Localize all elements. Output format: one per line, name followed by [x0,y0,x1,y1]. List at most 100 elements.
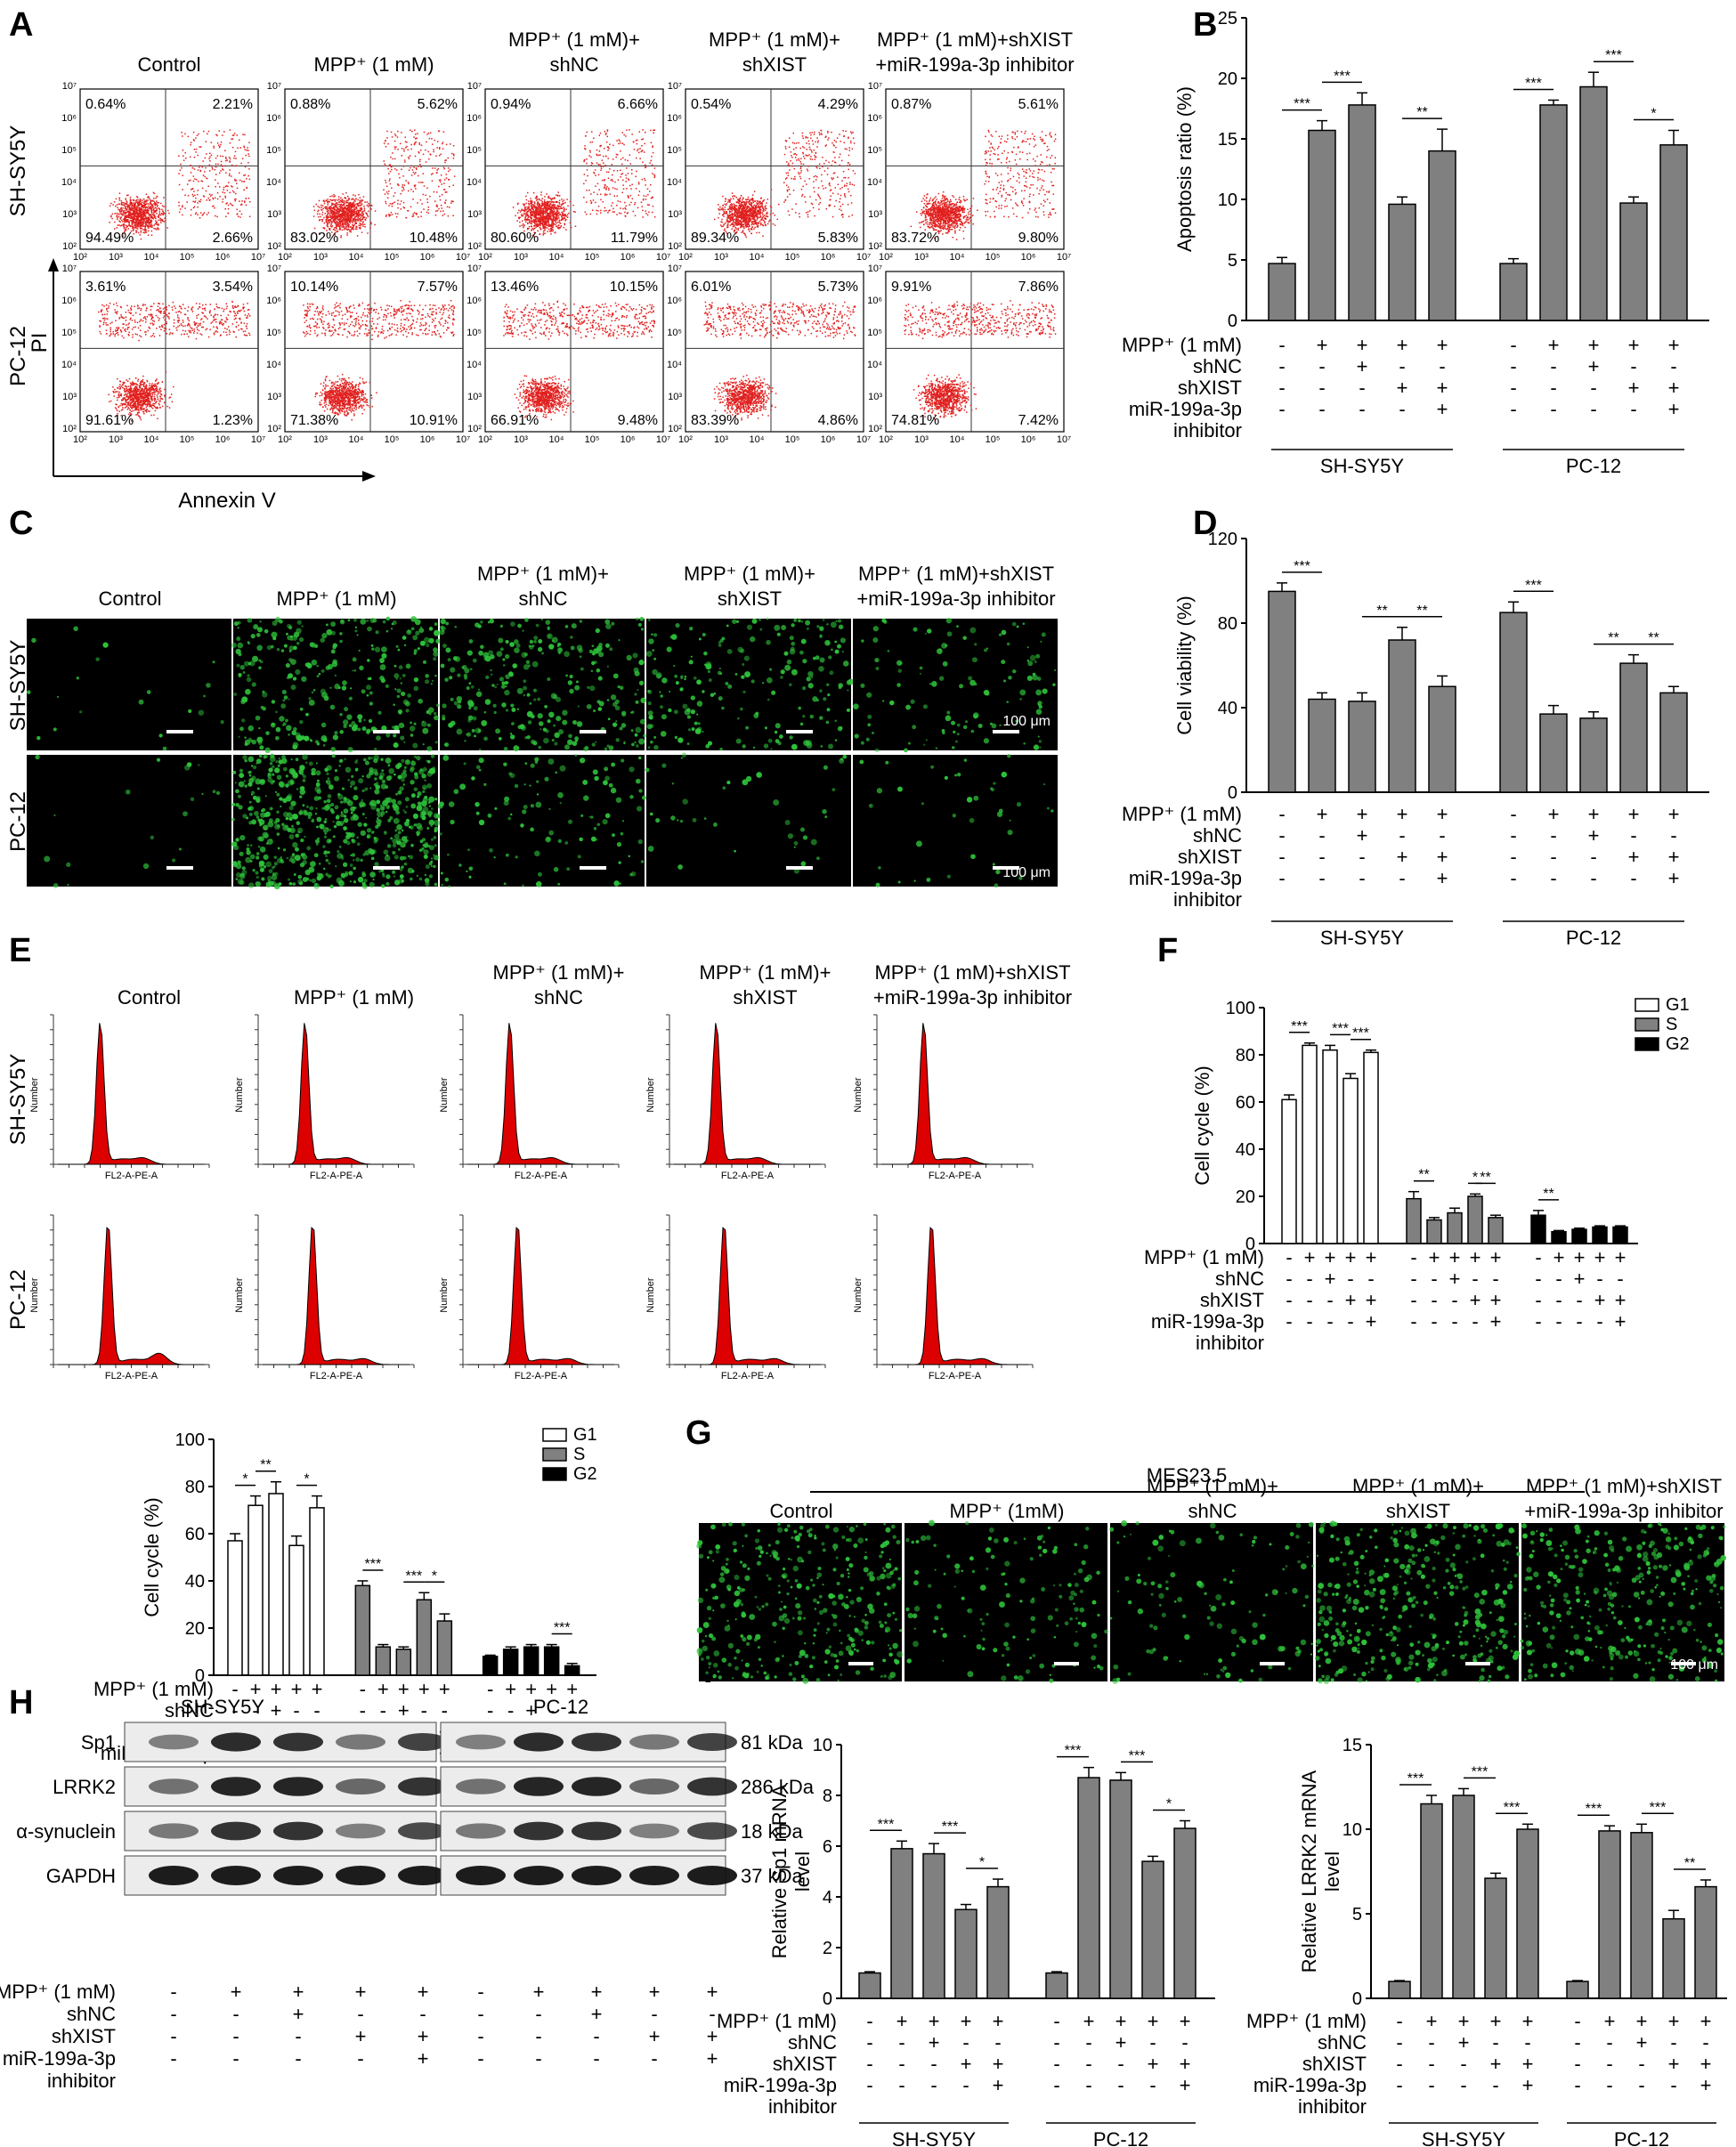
dot [341,322,344,324]
dot [341,198,344,200]
dot [142,204,145,207]
dot [132,212,134,214]
dot [130,410,133,413]
dot [161,381,164,383]
dot [150,201,151,203]
dot [320,208,322,211]
dot [144,231,147,232]
dot [138,201,140,204]
dot [384,163,386,166]
dot [374,302,376,304]
dot [158,390,161,392]
dot [117,386,118,389]
dot [157,390,159,393]
dot [348,407,351,409]
dot [321,323,324,326]
dot [165,313,167,316]
dot [177,321,179,323]
dot [363,205,365,207]
dot [346,393,349,395]
dot [325,314,328,316]
dot [345,400,347,401]
dot [169,396,172,399]
dot [329,390,330,393]
dot [220,314,223,317]
dot [201,312,203,313]
dot [336,225,337,227]
dot [350,390,352,392]
dot [345,322,347,325]
dot [243,322,246,324]
dot [173,305,175,307]
dot [153,405,156,408]
dot [189,331,191,333]
dot [346,208,349,210]
dot [144,403,147,406]
dot [334,401,336,403]
dot [333,218,336,221]
dot [370,307,373,310]
dot [341,396,344,398]
dot [133,215,135,218]
dot [388,215,391,217]
dot [158,388,161,391]
dot [438,207,440,210]
dot [324,213,326,215]
dot [329,329,331,331]
dot [207,197,209,199]
dot [139,208,141,211]
dot [216,328,219,329]
dot [129,389,132,391]
dot [385,309,387,312]
dot [390,305,393,308]
dot [344,404,346,406]
quadrant-value: 0.88% [290,97,330,112]
dot [443,179,446,181]
dot [362,392,364,393]
dot [236,311,239,313]
dot [401,155,403,157]
dot [243,174,245,176]
dot [400,325,402,327]
dot [352,222,354,224]
dot [346,212,349,214]
dot [141,402,143,404]
dot [331,231,333,233]
dot [338,398,340,400]
dot [126,399,128,401]
dot [125,215,127,216]
dot [325,215,328,217]
dot [397,149,399,150]
dot [137,402,140,404]
dot [354,396,357,398]
dot [371,338,373,341]
dot [117,216,118,219]
group-title: shNC [549,53,598,76]
dot [150,222,152,224]
dot [332,212,335,214]
dot [358,402,360,404]
dot [166,315,169,318]
dot [343,328,345,330]
dot [134,333,137,335]
dot [345,222,348,223]
dot [343,204,345,206]
dot [152,191,155,194]
dot [232,134,235,136]
dot [117,377,118,380]
dot [132,209,134,212]
dot [151,395,153,398]
dot [105,324,108,326]
dot [343,378,345,381]
dot [393,317,395,319]
dot [215,326,218,328]
dot [245,326,247,328]
dot [429,304,431,306]
dot [337,380,339,383]
dot [159,312,161,314]
dot [320,204,322,207]
dot [336,412,337,414]
dot [361,324,364,326]
quadrant-value: 0.64% [85,97,126,112]
dot [339,405,342,407]
